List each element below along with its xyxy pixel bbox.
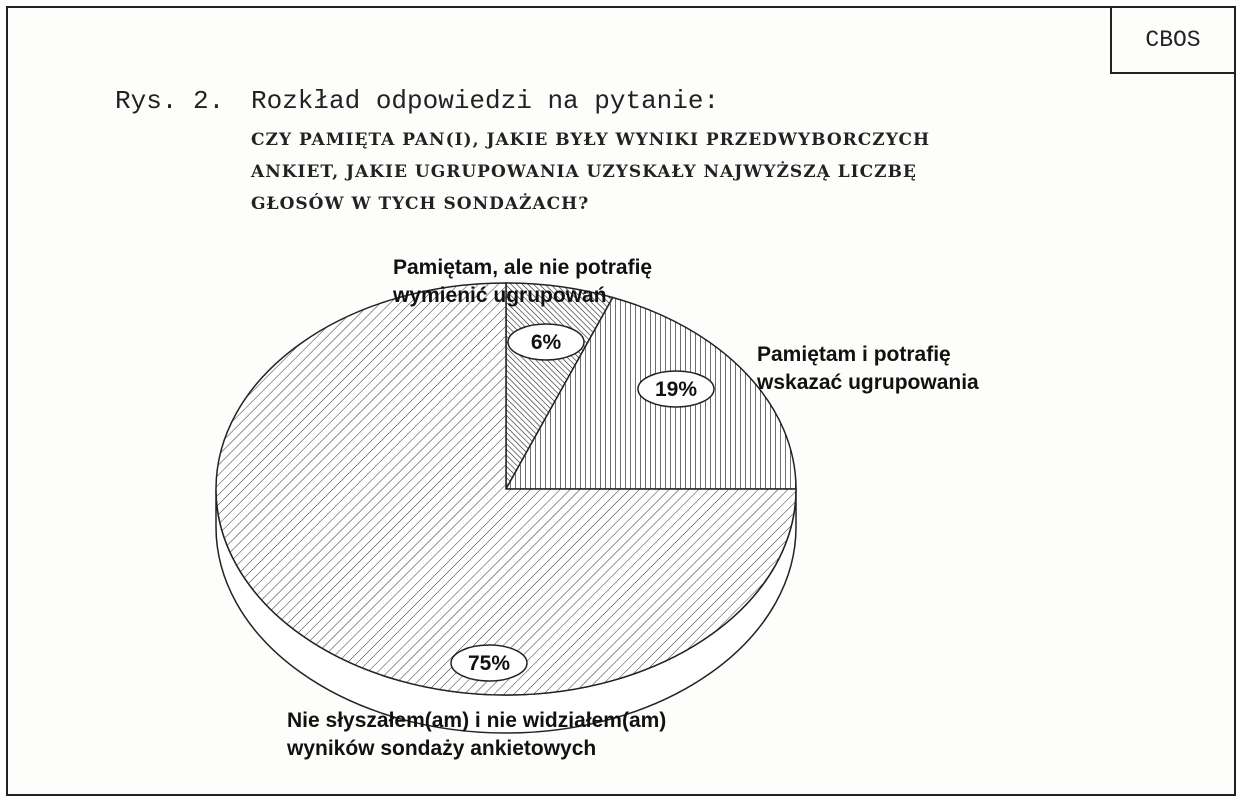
value-badge-ellipse — [450, 644, 528, 682]
slice-label-line: wymienić ugrupowań — [393, 284, 607, 307]
slice-label-line: Pamiętam, ale nie potrafię — [393, 256, 653, 279]
slice-label-line: Pamiętam i potrafię — [757, 343, 951, 366]
value-label: 75% — [468, 652, 510, 675]
value-label: 19% — [655, 378, 697, 401]
value-badge-remember-can-name: 19% — [637, 370, 715, 408]
value-labels: 6% 19% 75% — [450, 323, 715, 682]
value-badge-not-heard: 75% — [450, 644, 528, 682]
chart-title: Rozkład odpowiedzi na pytanie: — [251, 86, 720, 116]
slice-label-not-heard: Nie słyszałem(am) i nie widziałem(am) wy… — [287, 707, 666, 763]
value-badge-remember-cannot-name: 6% — [507, 323, 585, 361]
cbos-badge: CBOS — [1110, 8, 1234, 74]
survey-question: CZY PAMIĘTA PAN(I), JAKIE BYŁY WYNIKI PR… — [251, 124, 930, 220]
slice-label-line: wskazać ugrupowania — [757, 371, 979, 394]
figure-label: Rys. 2. — [115, 86, 225, 116]
pie-top — [215, 282, 797, 696]
slice-label-remember-can-name: Pamiętam i potrafię wskazać ugrupowania — [757, 341, 979, 397]
value-badge-ellipse — [637, 370, 715, 408]
slice-label-line: wyników sondaży ankietowych — [287, 737, 597, 760]
pie-slice-not-heard — [215, 282, 797, 696]
question-line: GŁOSÓW W TYCH SONDAŻACH? — [251, 194, 590, 214]
question-line: CZY PAMIĘTA PAN(I), JAKIE BYŁY WYNIKI PR… — [251, 130, 931, 150]
value-badge-ellipse — [507, 323, 585, 361]
value-label: 6% — [531, 331, 562, 354]
slice-label-remember-cannot-name: Pamiętam, ale nie potrafię wymienić ugru… — [393, 254, 652, 310]
slice-label-line: Nie słyszałem(am) i nie widziałem(am) — [287, 709, 667, 732]
question-line: ANKIET, JAKIE UGRUPOWANIA UZYSKAŁY NAJWY… — [251, 162, 917, 182]
